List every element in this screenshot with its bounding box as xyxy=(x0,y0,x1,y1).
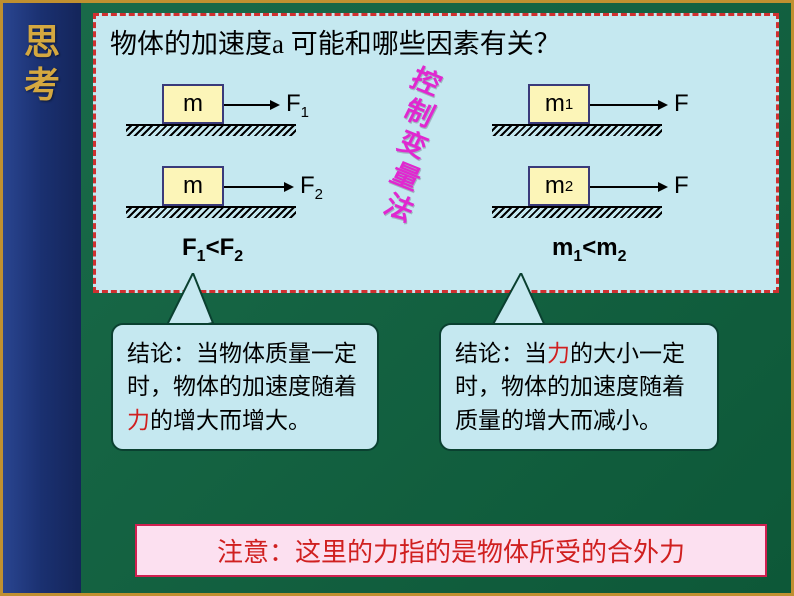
relation-right: m1<m2 xyxy=(552,234,627,266)
question-panel: 物体的加速度a 可能和哪些因素有关？ m F1 m F2 xyxy=(93,13,779,293)
diagram-1: m F1 xyxy=(162,84,224,124)
block-m3: m1 xyxy=(528,84,590,124)
hatch-1 xyxy=(126,126,296,136)
note-box: 注意：这里的力指的是物体所受的合外力 xyxy=(135,524,767,577)
force-label-3: F xyxy=(674,90,689,118)
hatch-3 xyxy=(492,126,662,136)
block-m1: m xyxy=(162,84,224,124)
arrow-head-3 xyxy=(658,100,668,110)
sidebar: 思 考 xyxy=(3,3,81,593)
hatch-4 xyxy=(492,208,662,218)
main-area: 物体的加速度a 可能和哪些因素有关？ m F1 m F2 xyxy=(81,3,791,593)
note-text: 注意：这里的力指的是物体所受的合外力 xyxy=(149,532,753,569)
arrow-4 xyxy=(590,186,660,188)
block-m2: m xyxy=(162,166,224,206)
conclusion-right-text: 结论：当力的大小一定时，物体的加速度随着质量的增大而减小。 xyxy=(455,337,703,437)
hatch-2 xyxy=(126,208,296,218)
force-label-1: F1 xyxy=(286,90,309,121)
conclusion-right: 结论：当力的大小一定时，物体的加速度随着质量的增大而减小。 xyxy=(439,323,719,451)
block-m4: m2 xyxy=(528,166,590,206)
force-label-4: F xyxy=(674,172,689,200)
diagram-2: m F2 xyxy=(162,166,224,206)
conclusion-left-text: 结论：当物体质量一定时，物体的加速度随着力的增大而增大。 xyxy=(127,337,363,437)
diagram-3: m1 F xyxy=(528,84,590,124)
arrow-head-1 xyxy=(270,100,280,110)
diagram-4: m2 F xyxy=(528,166,590,206)
arrow-2 xyxy=(224,186,286,188)
force-label-2: F2 xyxy=(300,172,323,203)
slide: 思 考 物体的加速度a 可能和哪些因素有关？ m F1 m F2 xyxy=(0,0,794,596)
arrow-head-2 xyxy=(284,182,294,192)
arrow-3 xyxy=(590,104,660,106)
relation-left: F1<F2 xyxy=(182,234,243,266)
sidebar-char-1: 思 xyxy=(24,21,60,64)
arrow-1 xyxy=(224,104,272,106)
arrow-head-4 xyxy=(658,182,668,192)
sidebar-char-2: 考 xyxy=(24,64,60,107)
question-text: 物体的加速度a 可能和哪些因素有关？ xyxy=(110,26,561,64)
conclusion-left: 结论：当物体质量一定时，物体的加速度随着力的增大而增大。 xyxy=(111,323,379,451)
